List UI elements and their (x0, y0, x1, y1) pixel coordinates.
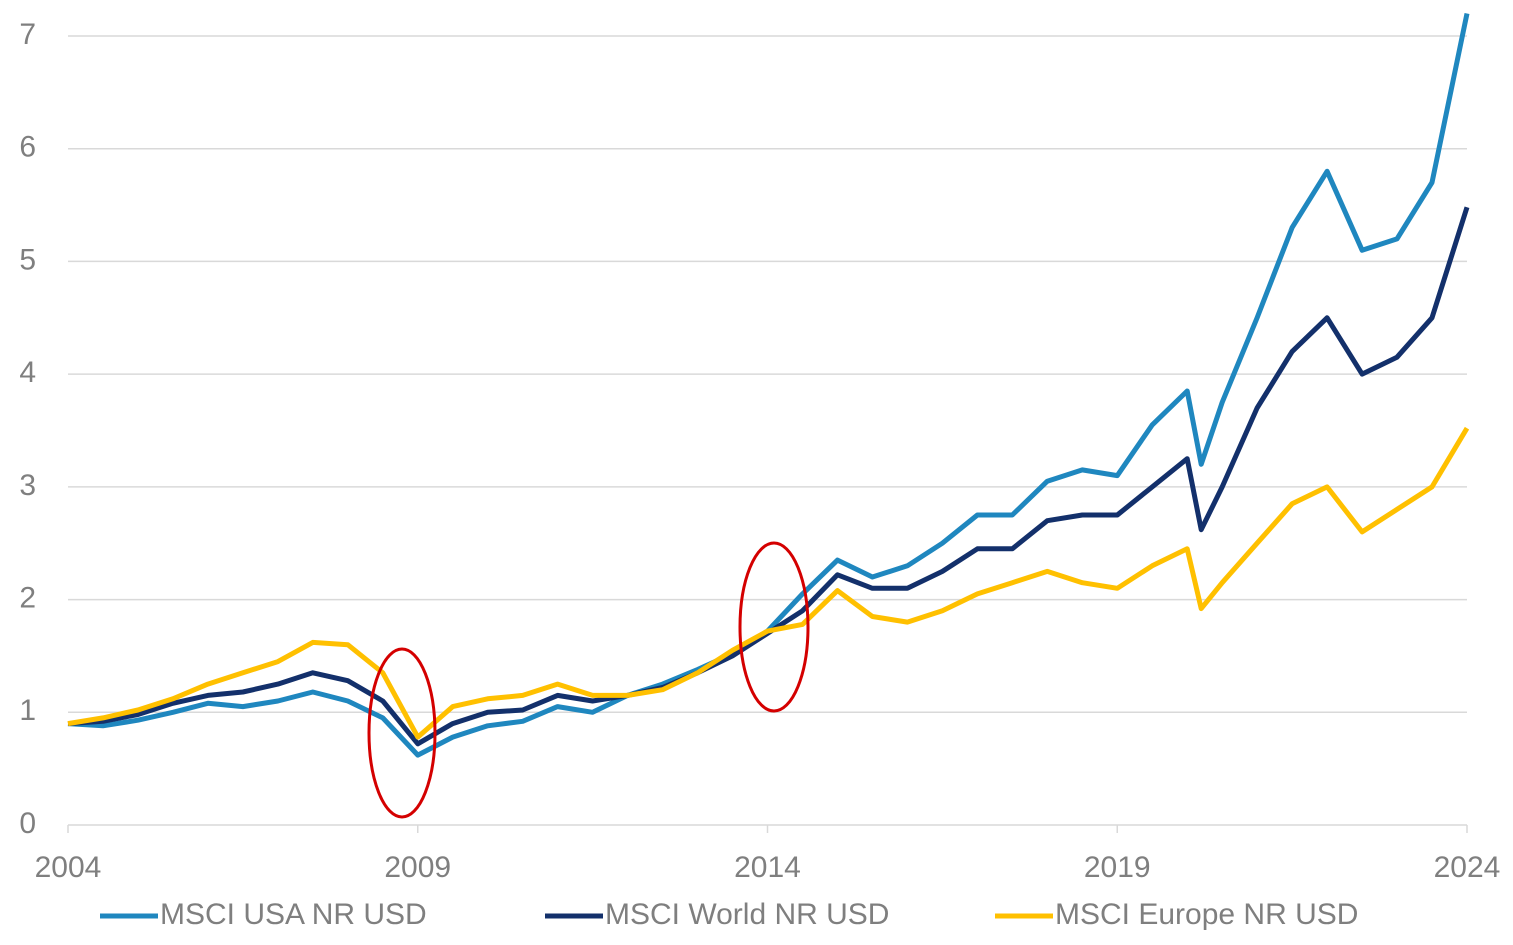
series-line (67, 12, 1470, 758)
highlight-ellipse (367, 647, 437, 819)
y-tick-label: 0 (19, 807, 36, 840)
series-line (67, 426, 1470, 740)
y-tick-label: 2 (19, 581, 36, 614)
legend-label: MSCI World NR USD (605, 898, 889, 931)
legend-label: MSCI USA NR USD (160, 898, 427, 931)
y-tick-label: 5 (19, 243, 36, 276)
x-tick-label: 2004 (35, 851, 102, 884)
x-tick-label: 2019 (1084, 851, 1151, 884)
grid-layer (67, 35, 1468, 833)
y-tick-label: 4 (19, 356, 36, 389)
y-tick-label: 7 (19, 18, 36, 51)
x-tick-label: 2014 (734, 851, 801, 884)
legend-label: MSCI Europe NR USD (1055, 898, 1358, 931)
highlight-ellipse (738, 541, 810, 713)
y-tick-label: 3 (19, 469, 36, 502)
y-tick-label: 1 (19, 694, 36, 727)
x-tick-label: 2009 (384, 851, 451, 884)
series-line (67, 206, 1470, 747)
x-tick-label: 2024 (1434, 851, 1501, 884)
y-tick-label: 6 (19, 131, 36, 164)
line-layer (67, 12, 1470, 758)
